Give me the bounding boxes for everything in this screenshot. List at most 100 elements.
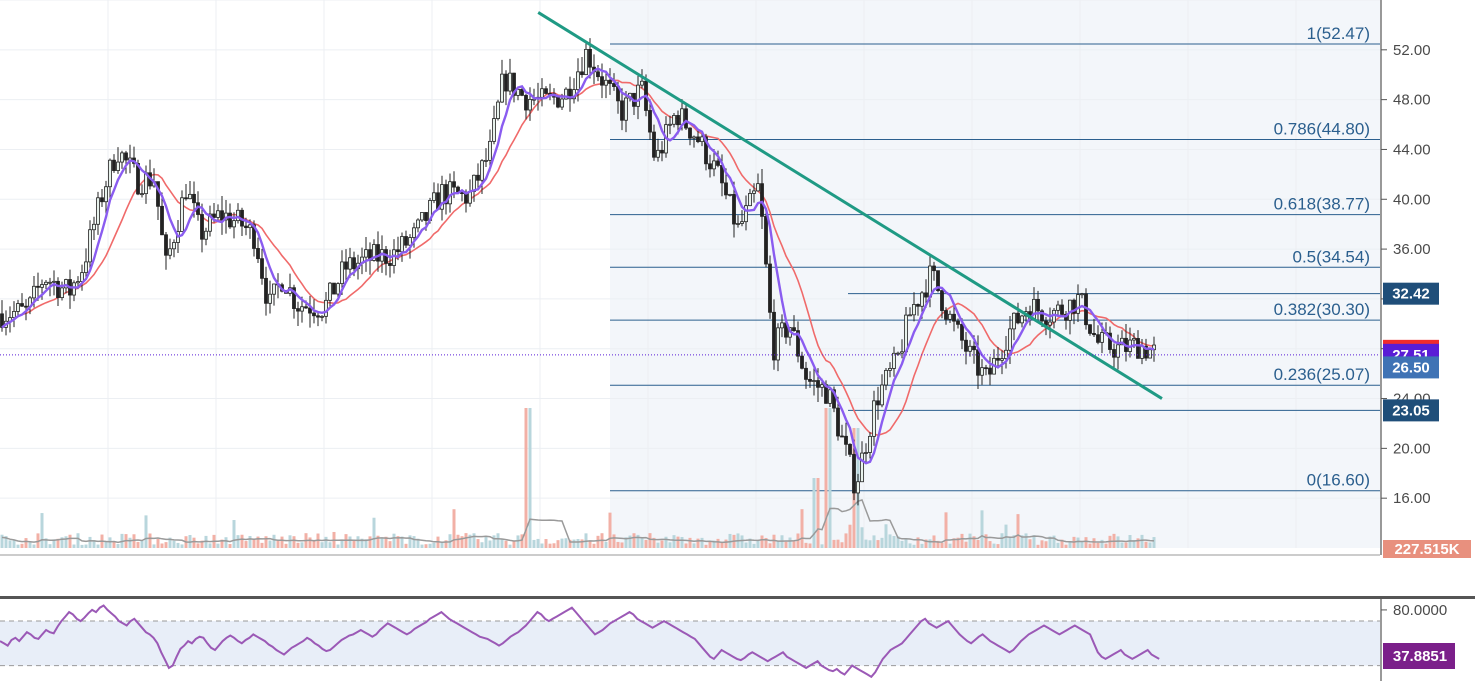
volume-bar xyxy=(428,543,432,548)
support-lines xyxy=(848,293,1380,411)
volume-bar xyxy=(1116,536,1120,548)
candle-body xyxy=(692,136,696,139)
price-badge-label-0: 32.42 xyxy=(1392,286,1430,303)
volume-bar xyxy=(1136,538,1140,548)
candle-body xyxy=(344,261,348,270)
candle-body xyxy=(1080,293,1084,296)
volume-bar xyxy=(1000,533,1004,548)
candle-body xyxy=(556,96,560,108)
volume-bar xyxy=(92,540,96,548)
candle-body xyxy=(820,384,824,388)
candle-body xyxy=(860,452,864,483)
candle-body xyxy=(408,237,412,246)
volume-bar xyxy=(864,539,868,548)
volume-ma-line xyxy=(1,498,1155,544)
candle xyxy=(988,356,992,386)
candle-body xyxy=(676,115,680,126)
volume-bar xyxy=(1124,542,1128,548)
candle xyxy=(936,270,940,293)
volume-bar xyxy=(1132,540,1136,548)
price-axis[interactable] xyxy=(1381,0,1475,560)
pane-divider[interactable] xyxy=(0,596,1475,599)
volume-bar xyxy=(928,539,932,548)
volume-bar xyxy=(900,540,904,548)
candle-body xyxy=(328,282,332,301)
candle xyxy=(1108,326,1112,354)
candle xyxy=(772,299,776,370)
volume-bar xyxy=(328,542,332,548)
volume-bar xyxy=(80,544,84,548)
candle xyxy=(796,321,800,363)
volume-bar xyxy=(480,542,484,548)
candle xyxy=(584,42,588,76)
candle-body xyxy=(16,303,20,312)
candle xyxy=(1016,302,1020,325)
volume-bar xyxy=(248,535,252,548)
volume-bar xyxy=(236,535,240,548)
downtrend-line[interactable] xyxy=(537,11,1163,400)
candle-body xyxy=(32,285,36,299)
candle-body xyxy=(748,193,752,207)
candle xyxy=(364,237,368,272)
pane-gap xyxy=(0,555,1475,597)
candle-body xyxy=(1088,324,1092,334)
candle-body xyxy=(948,313,952,320)
price-badge-0: 32.42 xyxy=(1383,282,1439,305)
volume-bar xyxy=(196,543,200,548)
candle xyxy=(736,215,740,228)
candle xyxy=(484,148,488,168)
candle-body xyxy=(528,98,532,111)
candle-body xyxy=(596,71,600,78)
candle xyxy=(732,181,736,238)
candle-body xyxy=(780,322,784,329)
volume-bar xyxy=(956,537,960,548)
volume-bar xyxy=(1096,542,1100,548)
candle xyxy=(1060,299,1064,318)
candle-body xyxy=(1100,332,1104,343)
candle-body xyxy=(296,308,300,312)
price-tick-label-5: 36.00 xyxy=(1393,241,1431,258)
volume-bar xyxy=(508,544,512,548)
candle-body xyxy=(1152,344,1156,351)
volume-bar xyxy=(1104,543,1108,548)
candle-body xyxy=(1012,312,1016,330)
candle xyxy=(600,63,604,99)
candle-body xyxy=(1092,333,1096,336)
volume-bar xyxy=(96,544,100,548)
volume-bar xyxy=(440,542,444,548)
candle xyxy=(912,292,916,322)
candle-body xyxy=(964,339,968,352)
candle xyxy=(1000,350,1004,375)
candle-body xyxy=(112,159,116,171)
volume-bar xyxy=(360,538,364,548)
candle-body xyxy=(904,314,908,353)
candle xyxy=(200,203,204,253)
volume-bar xyxy=(104,540,108,548)
candle xyxy=(1112,343,1116,370)
volume-bar xyxy=(1040,540,1044,548)
volume-bar xyxy=(660,540,664,548)
candle xyxy=(712,149,716,177)
volume-bar xyxy=(844,533,848,548)
volume-bar xyxy=(828,408,832,548)
candle xyxy=(776,323,780,372)
volume-bar xyxy=(20,543,24,548)
candle xyxy=(744,195,748,231)
candle-body xyxy=(892,352,896,369)
volume-bar xyxy=(64,536,68,548)
volume-bar xyxy=(108,537,112,548)
candle xyxy=(944,307,948,325)
volume-bar xyxy=(988,541,992,548)
volume-bar xyxy=(412,536,416,548)
candle-body xyxy=(988,367,992,375)
moving-average-fast xyxy=(1,67,1155,465)
candle xyxy=(16,299,20,318)
candle xyxy=(448,173,452,213)
candle-body xyxy=(796,330,800,357)
candle xyxy=(672,113,676,128)
volume-bar xyxy=(652,537,656,548)
candle-body xyxy=(1072,299,1076,314)
volume-bar xyxy=(176,542,180,548)
candle xyxy=(808,371,812,388)
